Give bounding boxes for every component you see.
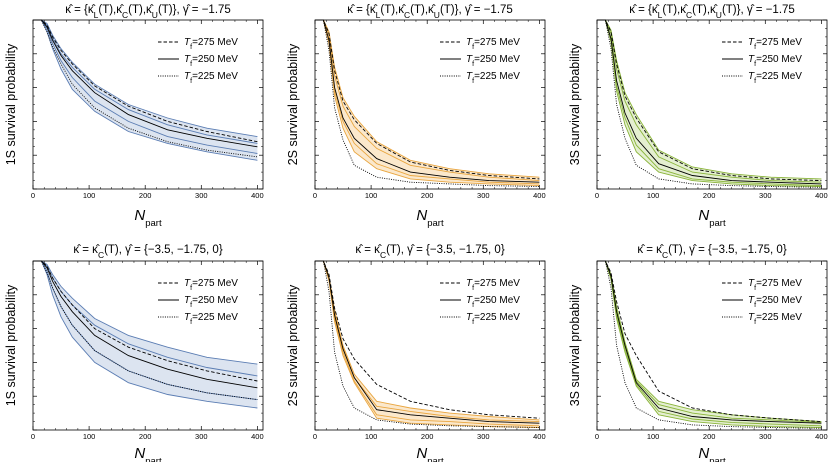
chart-title: κ̂ = {κ̂L(T),κ̂C(T),κ̂U(T)}, γ̂ = −1.75 bbox=[629, 4, 795, 20]
legend-entry: Tf=250 MeV bbox=[466, 54, 520, 68]
legend-entry: Tf=275 MeV bbox=[184, 37, 238, 51]
legend-entry: Tf=275 MeV bbox=[466, 278, 520, 292]
x-tick-label: 200 bbox=[421, 191, 434, 200]
x-tick-label: 300 bbox=[477, 432, 490, 441]
chart-panel: 0 100 200 300 400 κ̂ = {κ̂L(T),κ̂C(T),κ̂U(T)}… bbox=[286, 4, 546, 229]
chart-panel: 0 100 200 300 400 κ̂ = κ̂C(T), γ̂ = {−3.5, −1… bbox=[4, 244, 264, 462]
uncertainty-band bbox=[33, 261, 258, 408]
legend-entry: Tf=225 MeV bbox=[748, 71, 802, 85]
chart-title: κ̂ = {κ̂L(T),κ̂C(T),κ̂U(T)}, γ̂ = −1.75 bbox=[347, 4, 513, 20]
uncertainty-band bbox=[597, 20, 822, 187]
x-tick-label: 400 bbox=[251, 191, 264, 200]
legend-entry: Tf=250 MeV bbox=[184, 295, 238, 309]
x-tick-label: 200 bbox=[703, 432, 716, 441]
x-axis-label: Npart bbox=[134, 207, 162, 229]
x-tick-label: 100 bbox=[83, 432, 96, 441]
legend-entry: Tf=275 MeV bbox=[748, 278, 802, 292]
x-tick-label: 400 bbox=[533, 432, 546, 441]
chart-panel: 0 100 200 300 400 κ̂ = {κ̂L(T),κ̂C(T),κ̂U(T)}… bbox=[568, 4, 828, 229]
x-axis-label: Npart bbox=[698, 207, 726, 229]
x-tick-label: 100 bbox=[365, 191, 378, 200]
x-tick-label: 400 bbox=[251, 432, 264, 441]
x-tick-label: 400 bbox=[815, 432, 828, 441]
y-axis-label: 1S survival probability bbox=[4, 284, 18, 406]
x-tick-label: 300 bbox=[195, 191, 208, 200]
chart-title: κ̂ = κ̂C(T), γ̂ = {−3.5, −1.75, 0} bbox=[355, 244, 504, 260]
x-tick-label: 200 bbox=[421, 432, 434, 441]
y-axis-label: 3S survival probability bbox=[568, 43, 582, 165]
chart-title: κ̂ = κ̂C(T), γ̂ = {−3.5, −1.75, 0} bbox=[73, 244, 222, 260]
x-tick-label: 100 bbox=[647, 432, 660, 441]
chart-title: κ̂ = {κ̂L(T),κ̂C(T),κ̂U(T)}, γ̂ = −1.75 bbox=[65, 4, 231, 20]
x-tick-label: 0 bbox=[31, 191, 35, 200]
legend-entry: Tf=250 MeV bbox=[184, 54, 238, 68]
x-axis-label: Npart bbox=[698, 445, 726, 462]
legend-entry: Tf=250 MeV bbox=[748, 54, 802, 68]
legend-entry: Tf=250 MeV bbox=[466, 295, 520, 309]
x-axis-label: Npart bbox=[416, 445, 444, 462]
legend-entry: Tf=250 MeV bbox=[748, 295, 802, 309]
legend-entry: Tf=225 MeV bbox=[184, 312, 238, 326]
x-tick-label: 0 bbox=[313, 432, 317, 441]
x-axis-label: Npart bbox=[134, 445, 162, 462]
chart-panel: 0 100 200 300 400 κ̂ = κ̂C(T), γ̂ = {−3.5, −1… bbox=[568, 244, 828, 462]
x-tick-label: 100 bbox=[365, 432, 378, 441]
x-tick-label: 300 bbox=[195, 432, 208, 441]
y-axis-label: 2S survival probability bbox=[286, 284, 300, 406]
x-tick-label: 300 bbox=[759, 191, 772, 200]
x-tick-label: 0 bbox=[595, 191, 599, 200]
y-axis-label: 2S survival probability bbox=[286, 43, 300, 165]
legend-entry: Tf=225 MeV bbox=[466, 71, 520, 85]
x-tick-label: 200 bbox=[139, 432, 152, 441]
x-tick-label: 100 bbox=[83, 191, 96, 200]
legend-entry: Tf=275 MeV bbox=[184, 278, 238, 292]
uncertainty-band bbox=[315, 20, 540, 186]
legend-entry: Tf=225 MeV bbox=[184, 71, 238, 85]
chart-panel: 0 100 200 300 400 κ̂ = κ̂C(T), γ̂ = {−3.5, −1… bbox=[286, 244, 546, 462]
x-tick-label: 300 bbox=[477, 191, 490, 200]
x-tick-label: 400 bbox=[815, 191, 828, 200]
legend-entry: Tf=275 MeV bbox=[748, 37, 802, 51]
x-tick-label: 200 bbox=[703, 191, 716, 200]
x-tick-label: 200 bbox=[139, 191, 152, 200]
x-tick-label: 400 bbox=[533, 191, 546, 200]
chart-panel: 0 100 200 300 400 κ̂ = {κ̂L(T),κ̂C(T),κ̂U(T)}… bbox=[4, 4, 264, 229]
legend-entry: Tf=225 MeV bbox=[748, 312, 802, 326]
x-tick-label: 0 bbox=[313, 191, 317, 200]
x-tick-label: 0 bbox=[595, 432, 599, 441]
y-axis-label: 3S survival probability bbox=[568, 284, 582, 406]
x-axis-label: Npart bbox=[416, 207, 444, 229]
x-tick-label: 300 bbox=[759, 432, 772, 441]
chart-title: κ̂ = κ̂C(T), γ̂ = {−3.5, −1.75, 0} bbox=[637, 244, 786, 260]
x-tick-label: 100 bbox=[647, 191, 660, 200]
x-tick-label: 0 bbox=[31, 432, 35, 441]
legend-entry: Tf=225 MeV bbox=[466, 312, 520, 326]
legend-entry: Tf=275 MeV bbox=[466, 37, 520, 51]
y-axis-label: 1S survival probability bbox=[4, 43, 18, 165]
